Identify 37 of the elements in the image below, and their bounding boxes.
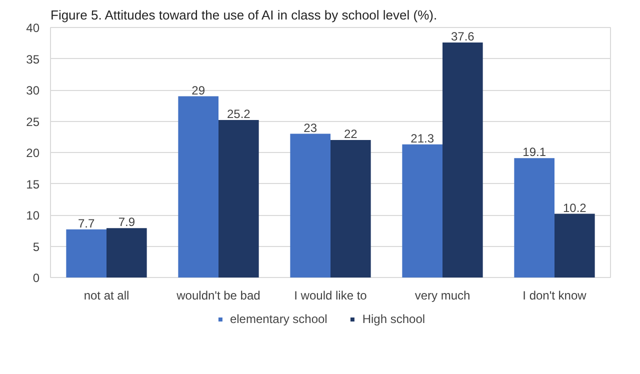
legend-label: High school xyxy=(362,312,426,326)
x-tick-label: very much xyxy=(414,288,470,302)
data-label: 23 xyxy=(304,120,318,135)
x-tick-label: I don't know xyxy=(522,288,587,302)
bar xyxy=(178,96,218,278)
data-label: 19.1 xyxy=(522,145,546,160)
bar xyxy=(218,120,259,278)
y-tick-label: 0 xyxy=(32,271,40,285)
x-tick-label: wouldn't be bad xyxy=(176,288,260,302)
x-tick-label: not at all xyxy=(84,288,130,302)
data-label: 29 xyxy=(192,83,206,98)
y-tick-label: 25 xyxy=(26,114,40,129)
bar xyxy=(554,214,595,278)
data-label: 25.2 xyxy=(226,107,251,121)
legend-label: elementary school xyxy=(230,312,328,326)
y-tick-label: 5 xyxy=(32,240,40,254)
data-label: 37.6 xyxy=(450,30,475,44)
y-tick-label: 15 xyxy=(26,177,40,192)
y-tick-label: 10 xyxy=(26,208,40,222)
bar xyxy=(66,229,106,278)
data-label: 22 xyxy=(344,127,358,141)
y-tick-label: 35 xyxy=(26,52,40,66)
chart-title: Figure 5. Attitudes toward the use of AI in class by school level (%). xyxy=(50,8,438,22)
bar xyxy=(106,228,147,278)
data-label: 7.9 xyxy=(118,215,136,230)
bar xyxy=(402,144,442,278)
bar xyxy=(442,42,483,278)
x-tick-label: I would like to xyxy=(294,288,368,302)
bar xyxy=(330,140,371,278)
data-label: 10.2 xyxy=(562,200,587,215)
y-tick-label: 40 xyxy=(26,21,40,35)
y-tick-label: 20 xyxy=(26,146,40,160)
bar xyxy=(290,134,330,278)
y-tick-label: 30 xyxy=(26,84,40,98)
data-label: 7.7 xyxy=(78,216,96,230)
bar xyxy=(514,158,554,278)
data-label: 21.3 xyxy=(410,131,434,146)
